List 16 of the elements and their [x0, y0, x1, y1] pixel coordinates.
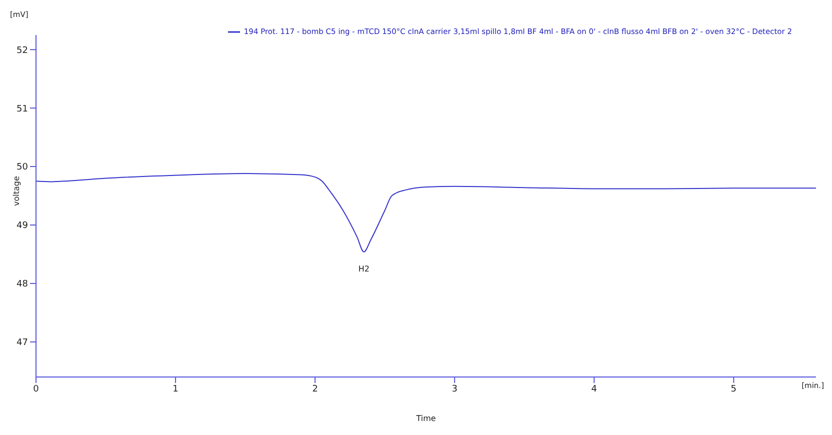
y-tick-label: 48 — [16, 280, 28, 290]
x-tick-label: 0 — [33, 384, 40, 394]
x-tick-label: 1 — [172, 384, 178, 394]
x-axis-title: Time — [415, 414, 436, 423]
y-tick-label: 47 — [16, 338, 28, 348]
line-series — [36, 173, 816, 252]
y-tick-label: 50 — [16, 162, 28, 173]
annotation: H2 — [358, 264, 370, 274]
x-tick-label: 2 — [312, 384, 318, 394]
y-tick-label: 51 — [16, 104, 28, 114]
y-tick-label: 52 — [16, 46, 28, 56]
y-tick-label: 49 — [16, 221, 28, 232]
y-axis-title: voltage — [12, 176, 21, 206]
x-tick-label: 4 — [591, 384, 598, 394]
x-tick-label: 3 — [452, 384, 458, 394]
x-tick-label: 5 — [730, 384, 737, 394]
